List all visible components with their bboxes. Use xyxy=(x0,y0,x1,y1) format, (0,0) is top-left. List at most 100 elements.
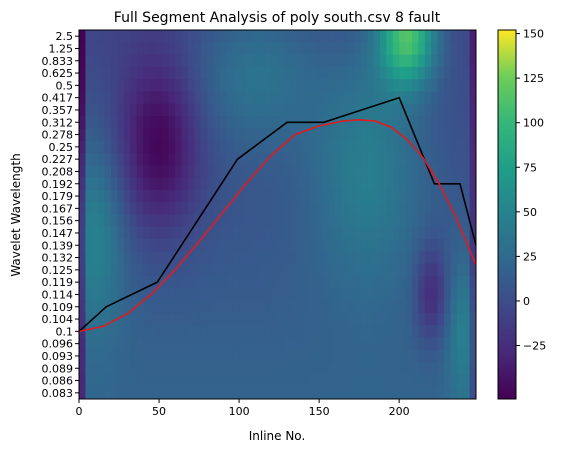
heatmap-cell xyxy=(168,374,176,388)
heatmap-cell xyxy=(431,312,439,326)
heatmap-cell xyxy=(271,140,279,154)
heatmap-cell xyxy=(117,103,125,117)
heatmap-cell xyxy=(322,226,330,240)
heatmap-cell xyxy=(104,66,112,80)
heatmap-cell xyxy=(431,165,439,179)
heatmap-cell xyxy=(360,288,368,302)
heatmap-cell xyxy=(296,153,304,166)
heatmap-cell xyxy=(143,374,151,388)
heatmap-cell xyxy=(232,300,240,314)
heatmap-cell xyxy=(79,54,86,68)
heatmap-cell xyxy=(232,362,240,375)
heatmap-cell xyxy=(354,386,362,399)
heatmap-cell xyxy=(79,128,86,142)
heatmap-cell xyxy=(283,386,291,399)
heatmap-cell xyxy=(450,288,458,302)
heatmap-cell xyxy=(251,276,259,289)
heatmap-cell xyxy=(104,116,112,129)
heatmap-cell xyxy=(213,153,221,166)
heatmap-cell xyxy=(175,214,183,228)
heatmap-cell xyxy=(367,189,375,203)
heatmap-cell xyxy=(130,177,138,191)
heatmap-cell xyxy=(168,66,176,80)
heatmap-cell xyxy=(162,386,170,399)
heatmap-cell xyxy=(111,362,119,375)
heatmap-cell xyxy=(386,374,394,388)
heatmap-cell xyxy=(143,177,151,191)
heatmap-cell xyxy=(79,362,86,375)
heatmap-cell xyxy=(411,386,419,399)
heatmap-cell xyxy=(213,66,221,80)
heatmap-cell xyxy=(104,177,112,191)
heatmap-cell xyxy=(367,226,375,240)
heatmap-cell xyxy=(367,239,375,252)
heatmap-cell xyxy=(309,251,317,265)
heatmap-cell xyxy=(283,153,291,166)
heatmap-cell xyxy=(450,325,458,339)
heatmap-cell xyxy=(251,91,259,105)
heatmap-cell xyxy=(187,79,195,93)
heatmap-cell xyxy=(136,251,144,265)
heatmap-cell xyxy=(175,189,183,203)
heatmap-cell xyxy=(91,263,99,277)
heatmap-cell xyxy=(104,276,112,289)
heatmap-cell xyxy=(239,263,247,277)
heatmap-cell xyxy=(443,325,451,339)
heatmap-cell xyxy=(194,337,202,351)
heatmap-cell xyxy=(373,300,381,314)
heatmap-cell xyxy=(251,288,259,302)
heatmap-cell xyxy=(123,54,131,68)
heatmap-cell xyxy=(456,54,464,68)
heatmap-cell xyxy=(322,153,330,166)
heatmap-cell xyxy=(117,349,125,363)
heatmap-cell xyxy=(143,189,151,203)
heatmap-cell xyxy=(104,165,112,179)
heatmap-cell xyxy=(155,214,163,228)
heatmap-cell xyxy=(232,214,240,228)
heatmap-cell xyxy=(399,288,407,302)
heatmap-cell xyxy=(232,386,240,399)
heatmap-cell xyxy=(232,325,240,339)
heatmap-cell xyxy=(123,226,131,240)
heatmap-cell xyxy=(411,153,419,166)
heatmap-cell xyxy=(91,189,99,203)
heatmap-cell xyxy=(85,214,93,228)
heatmap-cell xyxy=(347,79,355,93)
heatmap-cell xyxy=(379,288,387,302)
heatmap-cell xyxy=(283,214,291,228)
heatmap-cell xyxy=(85,251,93,265)
heatmap-cell xyxy=(315,374,323,388)
heatmap-cell xyxy=(296,276,304,289)
heatmap-cell xyxy=(322,349,330,363)
heatmap-cell xyxy=(79,214,86,228)
y-tick-label: 0.119 xyxy=(42,276,74,289)
heatmap-cell xyxy=(187,251,195,265)
heatmap-cell xyxy=(91,386,99,399)
heatmap-cell xyxy=(322,214,330,228)
heatmap-cell xyxy=(315,54,323,68)
heatmap-cell xyxy=(303,30,311,43)
heatmap-cell xyxy=(360,116,368,129)
heatmap-cell xyxy=(239,189,247,203)
heatmap-cell xyxy=(431,386,439,399)
heatmap-cell xyxy=(264,165,272,179)
heatmap-cell xyxy=(283,349,291,363)
heatmap-cell xyxy=(168,239,176,252)
heatmap-cell xyxy=(315,128,323,142)
heatmap-cell xyxy=(251,128,259,142)
heatmap-cell xyxy=(264,337,272,351)
heatmap-cell xyxy=(431,79,439,93)
heatmap-cell xyxy=(181,374,189,388)
colorbar-tick-label: 25 xyxy=(523,250,537,263)
heatmap-cell xyxy=(456,349,464,363)
heatmap-cell xyxy=(463,226,471,240)
heatmap-cell xyxy=(424,189,432,203)
heatmap-cell xyxy=(130,79,138,93)
heatmap-cell xyxy=(373,54,381,68)
heatmap-cell xyxy=(405,312,413,326)
heatmap-cell xyxy=(309,66,317,80)
heatmap-cell xyxy=(354,202,362,216)
x-tick-label: 0 xyxy=(76,405,83,418)
heatmap-cell xyxy=(469,91,476,105)
heatmap-cell xyxy=(91,177,99,191)
